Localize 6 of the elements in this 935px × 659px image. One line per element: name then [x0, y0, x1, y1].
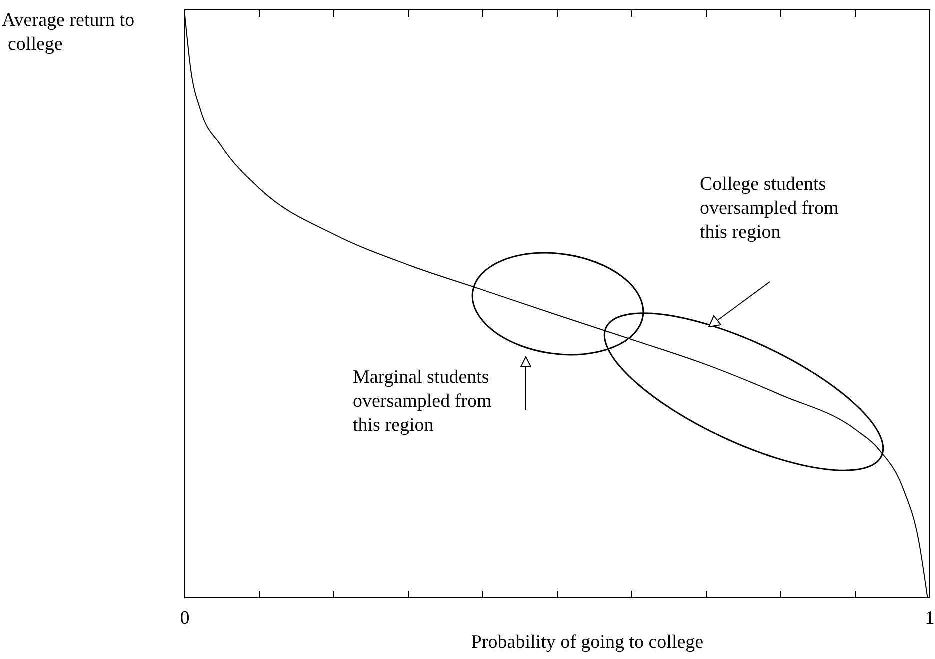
annotation: Marginal students oversampled from this region [353, 367, 492, 436]
x-tick-label: 1 [925, 608, 935, 629]
x-axis-title: Probability of going to college [471, 632, 704, 653]
y-axis-title: Average return to college [2, 10, 135, 55]
annotation: College students oversampled from this region [700, 174, 839, 243]
x-tick-label: 0 [180, 608, 190, 629]
